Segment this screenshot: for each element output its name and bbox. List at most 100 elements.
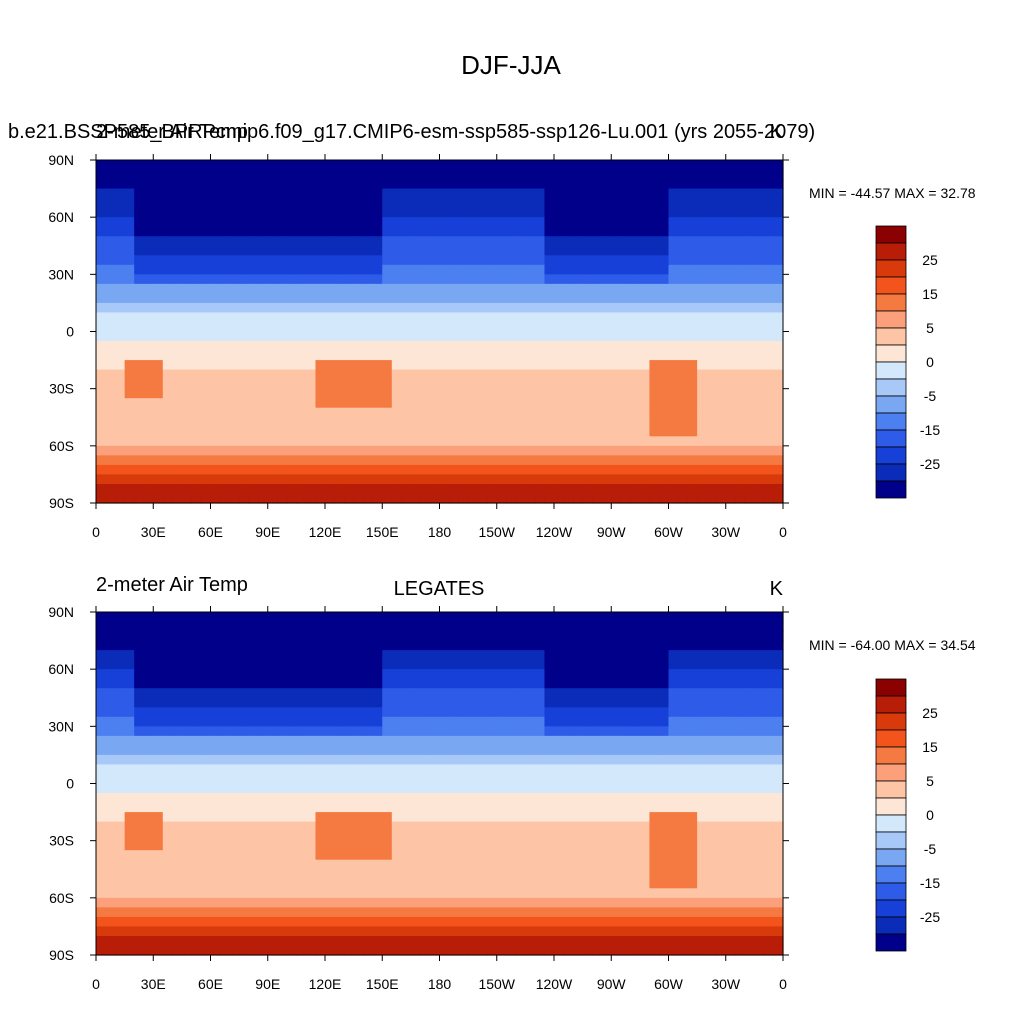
heatmap-cell	[763, 678, 775, 689]
heatmap-cell	[525, 793, 536, 804]
heatmap-cell	[372, 640, 383, 651]
heatmap-cell	[649, 897, 660, 908]
heatmap-cell	[592, 417, 603, 428]
heatmap-cell	[668, 888, 679, 899]
heatmap-cell	[515, 697, 526, 708]
heatmap-cell	[506, 483, 517, 495]
heatmap-cell	[229, 445, 240, 456]
heatmap-cell	[401, 198, 412, 209]
heatmap-cell	[391, 483, 402, 495]
heatmap-cell	[706, 754, 717, 766]
heatmap-cell	[658, 493, 670, 504]
heatmap-cell	[525, 640, 536, 651]
heatmap-cell	[534, 897, 546, 908]
heatmap-cell	[754, 293, 765, 304]
heatmap-cell	[506, 650, 517, 661]
heatmap-cell	[200, 245, 212, 256]
heatmap-cell	[649, 360, 660, 371]
heatmap-cell	[429, 283, 441, 294]
heatmap-cell	[181, 869, 193, 880]
heatmap-cell	[229, 878, 240, 889]
heatmap-cell	[658, 283, 670, 294]
heatmap-cell	[487, 417, 498, 428]
heatmap-cell	[363, 850, 374, 861]
heatmap-cell	[611, 341, 622, 352]
heatmap-cell	[678, 417, 689, 428]
heatmap-cell	[649, 869, 660, 880]
heatmap-cell	[735, 293, 746, 304]
heatmap-cell	[258, 493, 269, 504]
heatmap-cell	[344, 217, 355, 228]
heatmap-cell	[678, 669, 689, 680]
heatmap-cell	[592, 255, 603, 266]
heatmap-cell	[420, 350, 431, 361]
heatmap-cell	[487, 793, 498, 804]
heatmap-cell	[611, 669, 622, 680]
heatmap-cell	[96, 773, 107, 785]
heatmap-cell	[296, 897, 307, 908]
heatmap-cell	[439, 255, 450, 266]
heatmap-cell	[506, 745, 517, 756]
heatmap-cell	[105, 812, 116, 823]
heatmap-cell	[544, 207, 555, 218]
heatmap-cell	[401, 245, 412, 256]
heatmap-cell	[363, 802, 374, 813]
heatmap-cell	[305, 621, 317, 632]
heatmap-cell	[105, 379, 116, 390]
heatmap-cell	[382, 464, 393, 476]
heatmap-cell	[744, 783, 755, 794]
heatmap-cell	[401, 850, 412, 861]
heatmap-cell	[267, 812, 278, 823]
heatmap-cell	[372, 631, 383, 642]
heatmap-cell	[172, 707, 183, 718]
heatmap-cell	[258, 640, 269, 651]
heatmap-cell	[105, 612, 116, 623]
heatmap-cell	[105, 169, 116, 180]
heatmap-cell	[239, 612, 250, 623]
heatmap-cell	[124, 764, 135, 775]
heatmap-cell	[725, 640, 736, 651]
heatmap-cell	[363, 264, 374, 275]
heatmap-cell	[181, 802, 193, 813]
heatmap-cell	[754, 398, 765, 409]
heatmap-cell	[716, 236, 727, 247]
heatmap-cell	[124, 812, 135, 823]
heatmap-cell	[191, 773, 202, 785]
heatmap-cell	[315, 407, 326, 418]
heatmap-cell	[334, 783, 345, 794]
heatmap-cell	[458, 274, 469, 285]
heatmap-cell	[325, 226, 336, 237]
heatmap-cell	[200, 869, 212, 880]
heatmap-cell	[363, 745, 374, 756]
heatmap-cell	[153, 612, 164, 623]
heatmap-cell	[220, 707, 231, 718]
heatmap-cell	[258, 198, 269, 209]
heatmap-cell	[515, 236, 526, 247]
heatmap-cell	[382, 321, 393, 333]
heatmap-cell	[725, 169, 736, 180]
heatmap-cell	[611, 198, 622, 209]
heatmap-cell	[649, 169, 660, 180]
heatmap-cell	[191, 669, 202, 680]
heatmap-cell	[334, 321, 345, 333]
heatmap-cell	[420, 812, 431, 823]
heatmap-cell	[735, 735, 746, 746]
heatmap-cell	[105, 388, 116, 399]
colorbar-swatch	[875, 429, 907, 448]
heatmap-cell	[220, 631, 231, 642]
heatmap-cell	[649, 264, 660, 275]
heatmap-cell	[391, 612, 402, 623]
heatmap-cell	[124, 878, 135, 889]
heatmap-cell	[573, 621, 584, 632]
heatmap-cell	[620, 678, 631, 689]
heatmap-cell	[458, 850, 469, 861]
heatmap-cell	[449, 207, 460, 218]
heatmap-cell	[115, 245, 126, 256]
heatmap-cell	[391, 455, 402, 466]
heatmap-cell	[334, 669, 345, 680]
heatmap-cell	[200, 264, 212, 275]
heatmap-cell	[601, 264, 612, 275]
heatmap-cell	[134, 369, 145, 380]
heatmap-cell	[763, 398, 775, 409]
heatmap-cell	[315, 331, 326, 342]
